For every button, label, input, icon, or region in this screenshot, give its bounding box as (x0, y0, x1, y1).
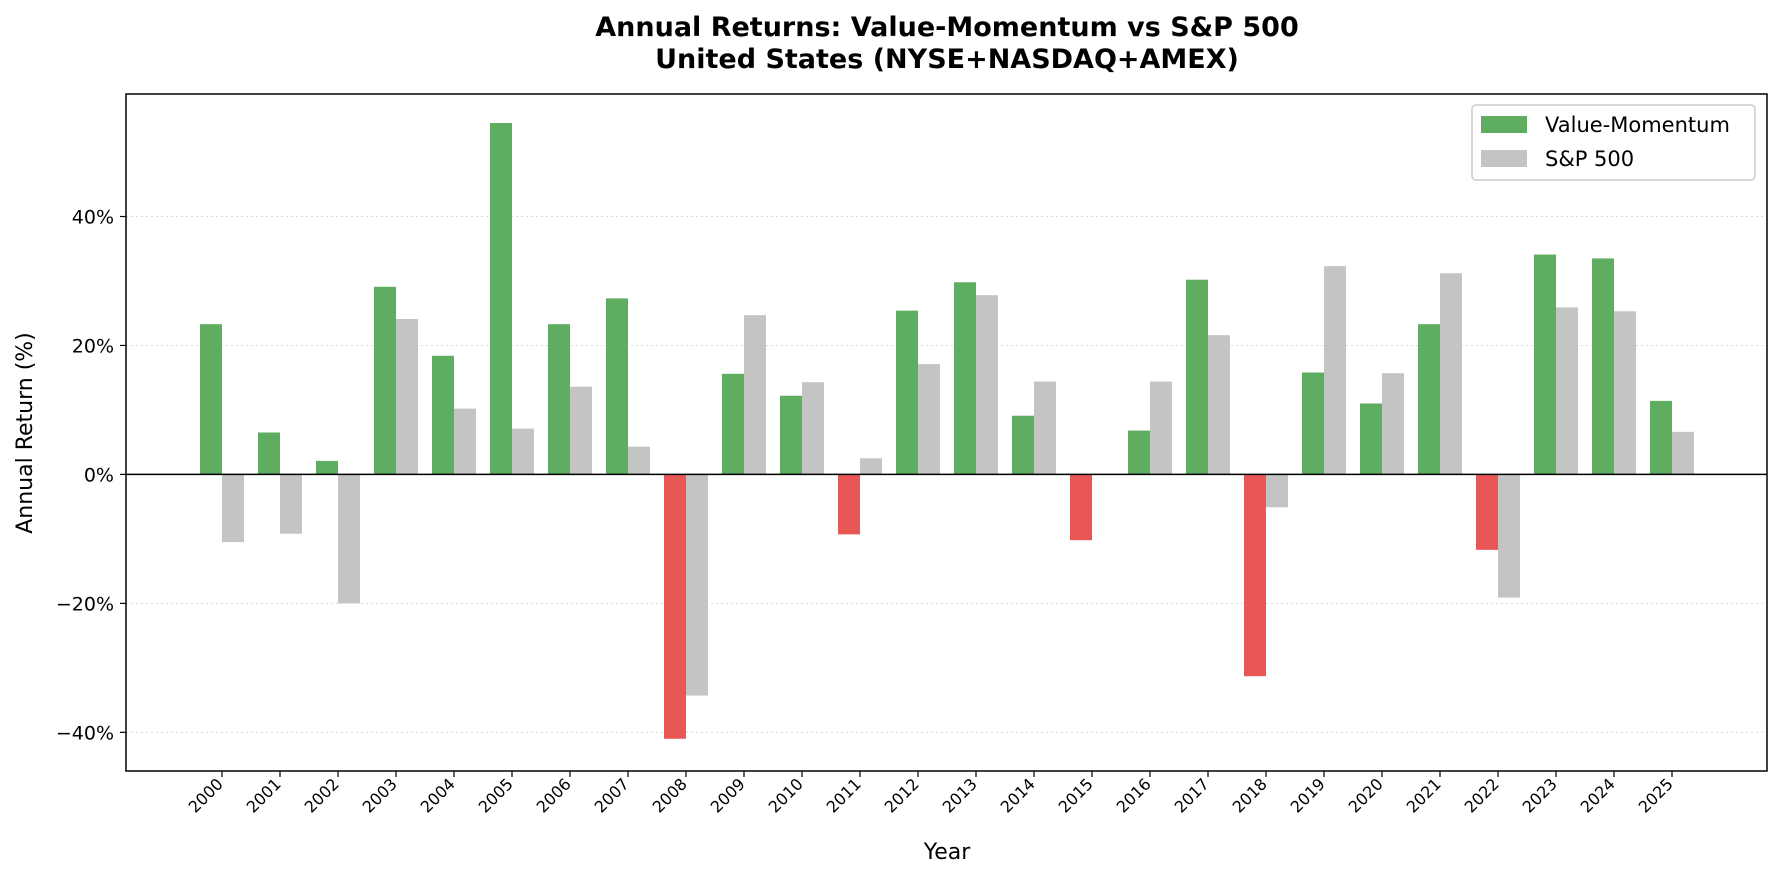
bar-sp500 (1034, 381, 1056, 475)
x-tick-label: 2001 (243, 774, 285, 816)
bar-value-momentum (896, 310, 918, 475)
bar-value-momentum (1418, 324, 1440, 475)
x-tick-label: 2013 (939, 774, 981, 816)
x-tick-label: 2002 (301, 774, 343, 816)
x-tick-label: 2004 (417, 774, 459, 816)
chart-subtitle: United States (NYSE+NASDAQ+AMEX) (655, 44, 1239, 75)
x-tick-label: 2022 (1461, 774, 1503, 816)
x-tick-label: 2024 (1577, 774, 1619, 816)
x-tick-label: 2006 (533, 774, 575, 816)
y-tick-label: 40% (72, 207, 114, 229)
x-tick-label: 2016 (1113, 774, 1155, 816)
bar-value-momentum (1128, 430, 1150, 475)
x-tick-label: 2011 (823, 774, 865, 816)
grid-layer (126, 216, 1767, 733)
x-tick-label: 2015 (1055, 774, 1097, 816)
bar-value-momentum (722, 373, 744, 475)
legend-frame (1471, 104, 1756, 181)
y-tick-label: 0% (84, 464, 114, 486)
x-tick-label: 2018 (1229, 774, 1271, 816)
bar-value-momentum (1070, 474, 1092, 541)
bar-value-momentum (1476, 474, 1498, 550)
y-axis-label: Annual Return (%) (13, 332, 38, 534)
bar-value-momentum (200, 324, 222, 475)
bar-sp500 (512, 428, 534, 475)
bar-value-momentum (780, 395, 802, 475)
bar-value-momentum (548, 324, 570, 475)
bar-value-momentum (374, 286, 396, 475)
x-tick-label: 2020 (1345, 774, 1387, 816)
bar-sp500 (454, 408, 476, 475)
bar-sp500 (1556, 307, 1578, 475)
bar-value-momentum (1186, 279, 1208, 475)
bar-sp500 (396, 319, 418, 475)
bar-sp500 (1324, 266, 1346, 475)
bar-sp500 (918, 364, 940, 475)
x-tick-label: 2000 (185, 774, 227, 816)
legend: Value-Momentum S&P 500 (1471, 104, 1756, 181)
bar-sp500 (1672, 431, 1694, 475)
bar-value-momentum (258, 432, 280, 475)
x-tick-label: 2017 (1171, 774, 1213, 816)
bar-sp500 (802, 382, 824, 475)
bar-sp500 (570, 386, 592, 475)
bar-value-momentum (1534, 254, 1556, 475)
bar-value-momentum (664, 474, 686, 739)
bar-value-momentum (432, 355, 454, 475)
plot-frame (125, 93, 1768, 772)
bar-value-momentum (316, 460, 338, 475)
bar-sp500 (1614, 311, 1636, 475)
x-tick-label: 2021 (1403, 774, 1445, 816)
x-axis-label: Year (923, 840, 972, 865)
y-tick-label: −40% (56, 722, 114, 744)
bar-value-momentum (490, 123, 512, 475)
x-tick-label: 2025 (1635, 774, 1677, 816)
x-tick-label: 2014 (997, 774, 1039, 816)
x-tick-label: 2003 (359, 774, 401, 816)
bar-sp500 (1440, 273, 1462, 475)
bar-value-momentum (1650, 400, 1672, 475)
x-tick-label: 2023 (1519, 774, 1561, 816)
bar-sp500 (628, 446, 650, 475)
bar-sp500 (976, 295, 998, 475)
x-tick-label: 2008 (649, 774, 691, 816)
bar-sp500 (744, 315, 766, 475)
legend-label-value-momentum: Value-Momentum (1545, 113, 1730, 137)
x-tick-label: 2009 (707, 774, 749, 816)
bar-sp500 (1150, 381, 1172, 475)
bar-value-momentum (954, 282, 976, 475)
bar-value-momentum (1244, 474, 1266, 677)
bar-sp500 (860, 458, 882, 475)
bar-sp500 (222, 474, 244, 543)
bar-value-momentum (1360, 403, 1382, 475)
bar-value-momentum (1302, 372, 1324, 475)
y-tick-label: 20% (72, 335, 114, 357)
x-tick-label: 2010 (765, 774, 807, 816)
chart-title: Annual Returns: Value-Momentum vs S&P 50… (595, 12, 1298, 43)
bar-sp500 (338, 474, 360, 604)
bar-sp500 (1266, 474, 1288, 508)
legend-swatch-value-momentum (1481, 116, 1527, 133)
bar-sp500 (686, 474, 708, 696)
bar-sp500 (1208, 335, 1230, 475)
bar-layer (126, 123, 1767, 739)
x-tick-label: 2019 (1287, 774, 1329, 816)
bar-value-momentum (838, 474, 860, 535)
y-tick-label: −20% (56, 593, 114, 615)
x-tick-label: 2007 (591, 774, 633, 816)
x-tick-label: 2012 (881, 774, 923, 816)
bar-value-momentum (606, 298, 628, 475)
bar-sp500 (1382, 373, 1404, 475)
x-tick-label: 2005 (475, 774, 517, 816)
bar-value-momentum (1592, 258, 1614, 475)
bar-value-momentum (1012, 415, 1034, 475)
legend-label-sp500: S&P 500 (1545, 147, 1634, 171)
legend-swatch-sp500 (1481, 150, 1527, 167)
bar-sp500 (1498, 474, 1520, 598)
bar-sp500 (280, 474, 302, 534)
